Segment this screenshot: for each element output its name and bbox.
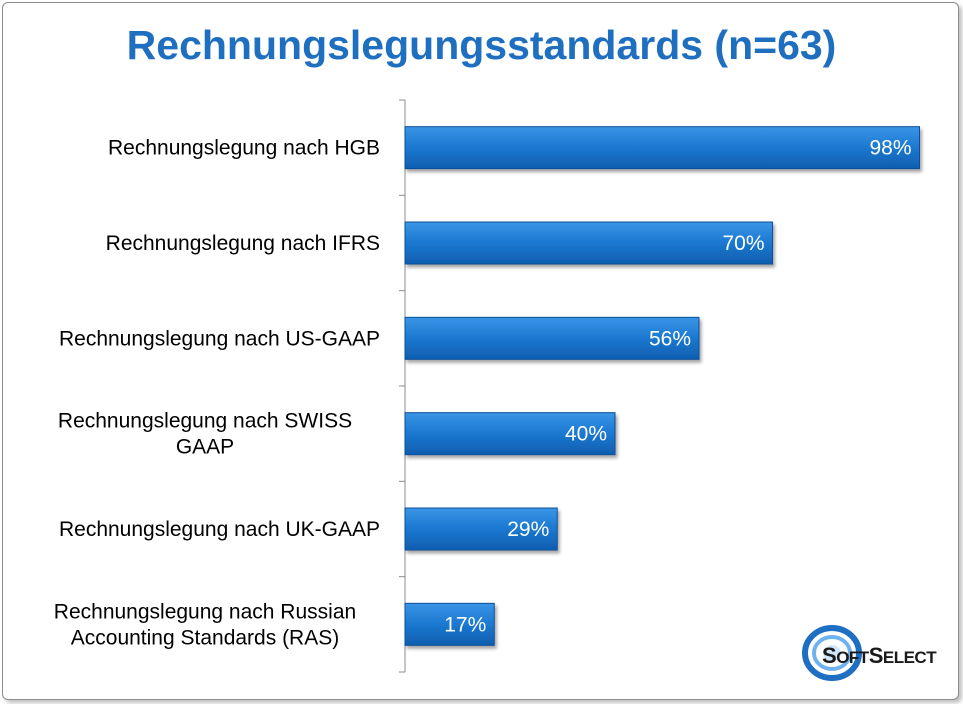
category-label: Accounting Standards (RAS) — [71, 626, 339, 649]
category-label: GAAP — [176, 436, 234, 459]
value-label: 70% — [722, 232, 764, 255]
category-label: Rechnungslegung nach SWISS — [58, 410, 352, 433]
logo-wordmark: SOFTSELECT — [822, 643, 937, 668]
bar — [404, 602, 495, 646]
softselect-logo — [800, 622, 950, 684]
value-label: 98% — [869, 137, 911, 160]
value-label: 40% — [565, 423, 607, 446]
bar — [404, 316, 700, 360]
value-label: 56% — [649, 327, 691, 350]
bar — [404, 412, 616, 456]
category-label: Rechnungslegung nach HGB — [108, 137, 380, 160]
value-label: 17% — [444, 613, 486, 636]
swoosh-icon — [802, 625, 862, 681]
category-label: Rechnungslegung nach IFRS — [106, 232, 380, 255]
bar — [404, 507, 558, 551]
category-label: Rechnungslegung nach UK-GAAP — [59, 518, 380, 541]
bar — [404, 126, 920, 170]
value-label: 29% — [507, 518, 549, 541]
category-label: Rechnungslegung nach US-GAAP — [59, 327, 380, 350]
category-label: Rechnungslegung nach Russian — [54, 600, 356, 623]
bar — [404, 221, 773, 265]
chart-title: Rechnungslegungsstandards (n=63) — [126, 22, 837, 68]
